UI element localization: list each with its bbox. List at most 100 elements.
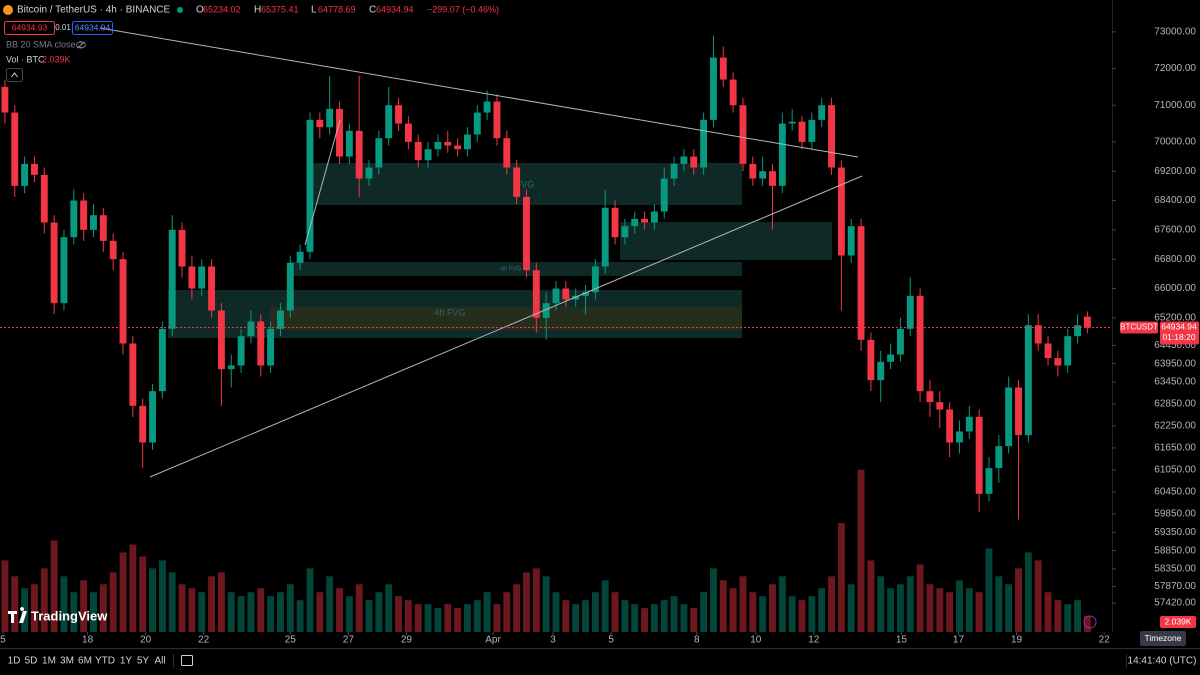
volume-tag: 2.039K: [1165, 616, 1192, 626]
volume-bar: [680, 604, 688, 632]
ohlc-prefix: L: [311, 5, 317, 16]
volume-bar: [552, 592, 560, 632]
volume-bar: [523, 572, 530, 632]
candle-body: [857, 226, 865, 340]
range-button[interactable]: 5Y: [137, 656, 150, 667]
price-tag: BTCUSDT 64934.94 01:18:20: [1120, 321, 1199, 345]
ask-price[interactable]: 64934.94: [75, 22, 111, 32]
candle-body: [454, 145, 462, 150]
volume-bar: [277, 592, 284, 632]
candle-body: [995, 446, 1003, 469]
candle-body: [739, 105, 747, 164]
volume-bar: [168, 572, 176, 632]
y-tick-label: 58850.00: [1154, 545, 1196, 556]
y-tick-label: 59350.00: [1154, 527, 1196, 538]
volume-bar: [562, 600, 570, 632]
candle-body: [129, 343, 137, 406]
market-status: [177, 7, 183, 13]
buy-button[interactable]: [72, 21, 113, 35]
volume-bar: [965, 588, 973, 632]
candle-body: [926, 391, 934, 403]
candle-body: [178, 229, 186, 267]
candle-body: [463, 134, 471, 150]
volume-bar: [710, 568, 717, 632]
volume-bar: [1015, 568, 1022, 632]
visibility-icon[interactable]: [76, 41, 86, 49]
volume-bar: [788, 596, 796, 632]
volume-bar: [50, 540, 58, 632]
x-tick-label: 25: [285, 635, 297, 646]
candle-body: [21, 163, 29, 186]
x-tick-label: 18: [82, 635, 94, 646]
collapse-button[interactable]: [6, 68, 23, 82]
x-tick-label: 5: [608, 635, 614, 646]
date-range-icon[interactable]: [181, 655, 193, 666]
volume-bar: [208, 576, 216, 632]
volume-bar: [257, 588, 265, 632]
logo-icon: [8, 607, 27, 623]
range-button[interactable]: All: [154, 656, 165, 667]
candle-body: [90, 215, 97, 230]
candle-body: [414, 141, 422, 161]
bottom-toolbar: [0, 648, 1200, 675]
bid-price[interactable]: 64934.93: [12, 22, 48, 32]
candle-body: [326, 108, 334, 128]
x-tick-label: 29: [401, 635, 413, 646]
tag-price: 64934.94: [1161, 321, 1197, 331]
range-button[interactable]: YTD: [95, 656, 115, 667]
volume-bar: [798, 600, 806, 632]
candle-body: [483, 101, 491, 113]
candle-body: [217, 310, 225, 370]
candle-body: [286, 262, 294, 311]
candle-body: [60, 237, 68, 304]
volume-bar: [60, 576, 68, 632]
annotation: FVG: [516, 179, 535, 189]
volume-bar: [414, 604, 422, 632]
candle-body: [828, 105, 835, 168]
candle-body: [11, 112, 19, 186]
candle-body: [444, 141, 452, 146]
range-button[interactable]: 6M: [78, 656, 92, 667]
clock[interactable]: 14:41:40 (UTC): [1128, 656, 1197, 667]
candle-body: [158, 328, 166, 392]
candle-body: [631, 218, 639, 227]
volume-bar: [1064, 604, 1072, 632]
y-tick-label: 63950.00: [1154, 358, 1196, 369]
volume-bar: [493, 604, 501, 632]
candle-body: [877, 361, 885, 381]
range-button[interactable]: 5D: [25, 656, 38, 667]
range-button[interactable]: 3M: [60, 656, 74, 667]
candle-body: [70, 200, 78, 238]
volume-bar: [188, 588, 196, 632]
candle-body: [424, 149, 432, 161]
candle-body: [572, 295, 580, 300]
y-tick-label: 66000.00: [1154, 283, 1196, 294]
volume-bar: [769, 584, 776, 632]
volume-bar: [444, 604, 452, 632]
candle-body: [670, 163, 678, 179]
candle-body: [956, 431, 963, 443]
volume-bar: [40, 568, 48, 632]
sell-button[interactable]: [4, 21, 55, 35]
volume-bar: [30, 584, 38, 632]
range-button[interactable]: 1D: [8, 656, 21, 667]
candle-body: [680, 156, 688, 164]
volume-bar: [729, 588, 737, 632]
volume-legend-value: 2.039K: [42, 54, 71, 64]
volume-bar: [532, 568, 540, 632]
coin-icon: [3, 5, 13, 15]
volume-bar: [1054, 600, 1062, 632]
candle-body: [1054, 358, 1062, 366]
y-tick-label: 66800.00: [1154, 254, 1196, 265]
candle-body: [198, 266, 206, 289]
x-tick-label: 10: [750, 635, 762, 646]
replay-icon[interactable]: [1083, 615, 1097, 629]
indicator-legend: BB 20 SMA close 2: [6, 39, 83, 49]
volume-bar: [503, 592, 511, 632]
candle-body: [503, 138, 511, 168]
candle-body: [621, 226, 629, 238]
range-button[interactable]: 1Y: [120, 656, 133, 667]
volume-bar: [946, 592, 954, 632]
candle-body: [896, 328, 904, 355]
range-button[interactable]: 1M: [42, 656, 56, 667]
